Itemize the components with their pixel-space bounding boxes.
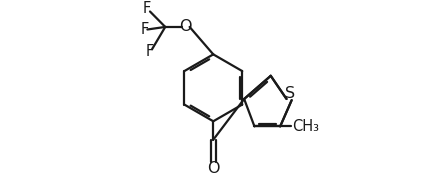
Text: O: O <box>207 161 220 176</box>
Text: S: S <box>285 86 295 101</box>
Text: F: F <box>143 1 151 16</box>
Text: O: O <box>179 19 192 34</box>
Text: CH₃: CH₃ <box>292 119 319 134</box>
Text: F: F <box>145 44 153 59</box>
Text: F: F <box>141 22 149 37</box>
